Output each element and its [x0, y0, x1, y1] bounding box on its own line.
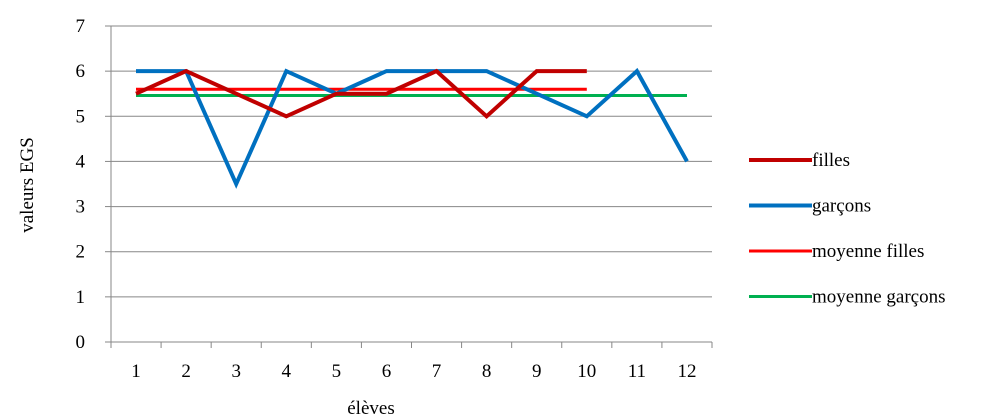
legend-label: filles	[812, 150, 850, 171]
y-tick-label: 5	[76, 106, 86, 127]
y-tick-label: 7	[76, 16, 86, 37]
y-tick-label: 1	[76, 287, 86, 308]
legend-label: garçons	[812, 196, 871, 217]
y-tick-label: 6	[76, 61, 86, 82]
y-tick-label: 0	[76, 332, 86, 353]
legend-label: moyenne filles	[812, 241, 924, 262]
legend: filles garçons moyenne filles moyenne garço…	[749, 150, 945, 308]
x-tick-label: 10	[577, 361, 596, 382]
x-tick-labels: 1 2 3 4 5 6 7 8 9 10 11 12	[131, 361, 696, 382]
x-tick-label: 2	[181, 361, 191, 382]
x-tick-label: 11	[628, 361, 646, 382]
x-tick-label: 9	[532, 361, 542, 382]
axes	[105, 25, 713, 348]
y-tick-labels: 0 1 2 3 4 5 6 7	[76, 16, 86, 353]
x-tick-label: 1	[131, 361, 141, 382]
x-axis-title: élèves	[347, 398, 394, 419]
x-tick-label: 12	[677, 361, 696, 382]
x-tick-label: 8	[482, 361, 492, 382]
x-tick-label: 5	[332, 361, 342, 382]
y-axis-title: valeurs EGS	[17, 137, 38, 233]
series-line-1	[135, 68, 587, 119]
series-line-2	[136, 67, 689, 189]
legend-label: moyenne garçons	[812, 287, 945, 308]
y-tick-label: 2	[76, 242, 86, 263]
x-tick-label: 4	[282, 361, 292, 382]
x-tick-label: 7	[432, 361, 442, 382]
gridlines	[111, 25, 712, 298]
y-tick-label: 4	[76, 151, 86, 172]
x-tick-label: 3	[231, 361, 241, 382]
y-tick-label: 3	[76, 197, 86, 218]
x-tick-label: 6	[382, 361, 392, 382]
series-lines	[135, 67, 689, 189]
